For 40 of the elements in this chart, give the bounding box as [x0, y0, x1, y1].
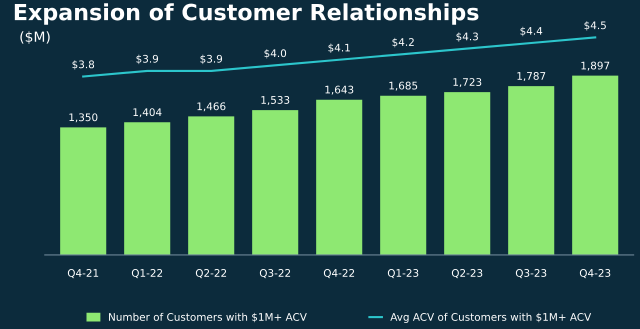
bar — [188, 116, 234, 255]
data-label: $4.5 — [584, 21, 606, 31]
legend-label: Avg ACV of Customers with $1M+ ACV — [390, 312, 592, 323]
data-label: 1,404 — [133, 108, 162, 118]
data-label: 1,897 — [581, 62, 610, 71]
bar — [380, 96, 426, 255]
data-label: 1,723 — [453, 78, 482, 88]
data-label: 1,643 — [325, 86, 354, 95]
x-tick-label: Q4-23 — [580, 269, 610, 278]
x-tick-label: Q3-22 — [260, 269, 290, 278]
data-label: $4.2 — [392, 38, 414, 48]
x-tick-label: Q3-23 — [516, 269, 546, 278]
data-label: $4.3 — [456, 32, 478, 42]
bar — [252, 110, 298, 255]
data-label: $4.4 — [520, 26, 542, 36]
data-label: 1,350 — [69, 113, 98, 122]
data-label: $4.1 — [328, 43, 350, 53]
x-tick-label: Q4-22 — [324, 269, 354, 278]
x-tick-label: Q2-22 — [196, 269, 226, 278]
legend-label: Number of Customers with $1M+ ACV — [109, 312, 307, 322]
data-label: 1,533 — [261, 96, 290, 105]
bar — [60, 127, 106, 255]
chart-title: Expansion of Customer Relationships — [14, 3, 478, 25]
data-label: $3.9 — [200, 54, 222, 64]
chart-subtitle: ($M) — [20, 31, 50, 44]
data-label: 1,466 — [197, 102, 226, 112]
x-tick-label: Q4-21 — [68, 269, 98, 278]
bar — [444, 92, 490, 255]
data-label: $3.9 — [136, 54, 158, 64]
data-label: $3.8 — [72, 60, 94, 70]
data-label: 1,685 — [389, 82, 418, 91]
data-label: 1,787 — [517, 72, 546, 81]
bar — [508, 86, 554, 255]
x-tick-label: Q2-23 — [452, 269, 482, 278]
data-label: $4.0 — [264, 49, 286, 59]
bar — [124, 122, 170, 255]
bar — [572, 76, 618, 255]
x-tick-label: Q1-23 — [388, 269, 418, 278]
x-tick-label: Q1-22 — [132, 269, 162, 278]
bar — [316, 100, 362, 255]
